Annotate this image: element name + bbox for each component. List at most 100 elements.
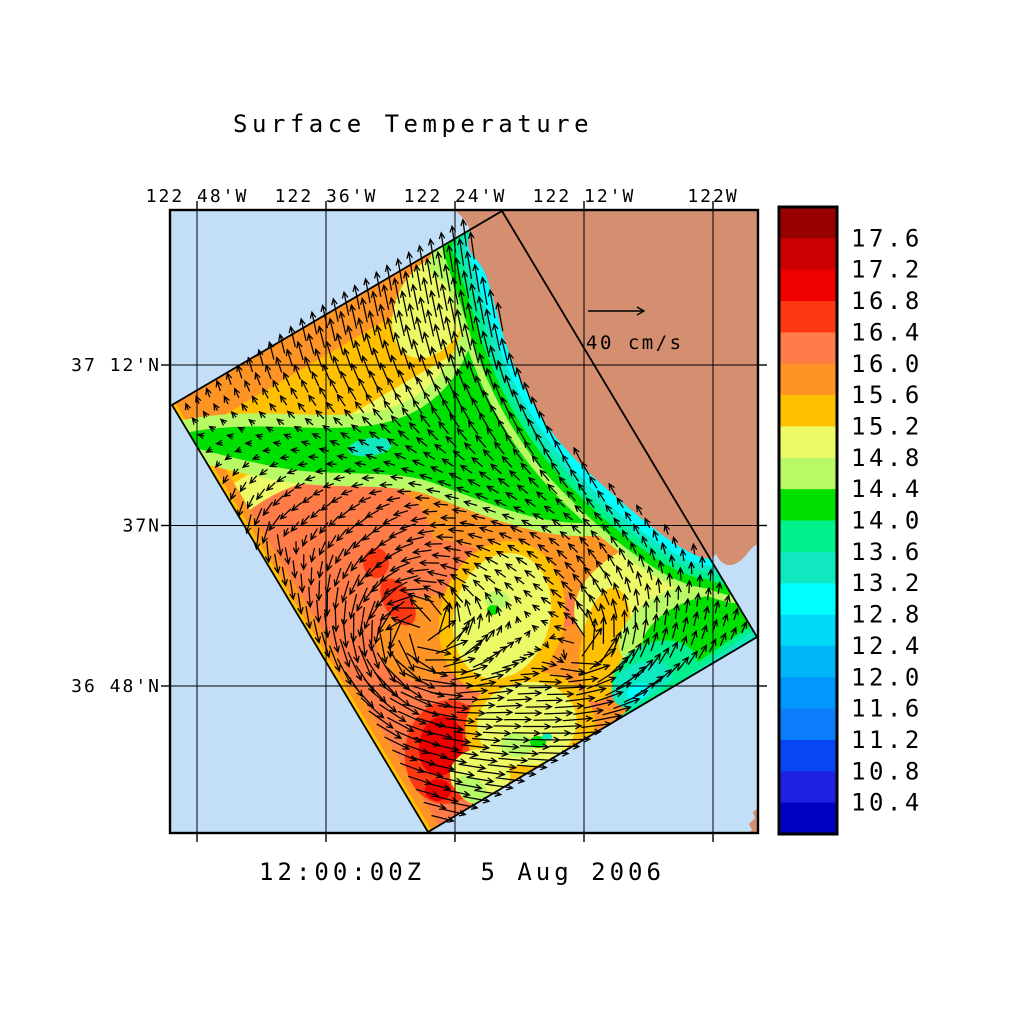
current-vector-arrow	[467, 702, 496, 709]
current-vector-arrow	[440, 682, 474, 689]
current-vector-arrow	[265, 426, 274, 433]
current-vector-arrow	[528, 531, 541, 540]
current-vector-arrow	[311, 433, 322, 440]
current-vector-arrow	[642, 617, 649, 638]
colorbar-tick-label: 17.6	[851, 224, 923, 252]
current-vector-arrow	[301, 534, 308, 548]
current-vector-arrow	[257, 348, 264, 366]
current-vector-arrow	[232, 468, 240, 477]
current-vector-arrow	[552, 655, 565, 664]
current-vector-arrow	[350, 481, 364, 489]
current-vector-arrow	[215, 439, 223, 447]
current-vector-arrow	[400, 466, 414, 474]
current-vector-arrow	[370, 290, 379, 317]
current-vector-arrow	[316, 560, 324, 579]
current-vector-arrow	[675, 584, 682, 600]
current-vector-arrow	[345, 522, 358, 535]
longitude-tick-label: 122W	[687, 186, 738, 207]
current-vector-arrow	[215, 379, 222, 392]
current-vector-arrow	[516, 425, 527, 442]
current-vector-arrow	[411, 338, 421, 363]
current-vector-arrow	[314, 599, 322, 624]
current-vector-arrow	[415, 788, 440, 798]
current-vector-arrow	[248, 418, 256, 426]
current-vector-arrow	[701, 624, 708, 640]
current-vector-arrow	[430, 345, 440, 370]
current-vector-arrow	[446, 244, 454, 273]
colorbar-cell	[779, 238, 837, 271]
current-vector-arrow	[463, 795, 491, 804]
current-vector-arrow	[540, 619, 549, 627]
current-vector-arrow	[349, 574, 361, 596]
current-vector-arrow	[661, 626, 669, 645]
current-vector-arrow	[722, 613, 729, 627]
current-vector-arrow	[343, 541, 355, 557]
current-vector-arrow	[411, 548, 432, 555]
current-vector-arrow	[293, 425, 303, 433]
reference-vector: 40 cm/s	[586, 306, 681, 354]
current-vector-arrow	[475, 434, 487, 448]
current-vector-arrow	[527, 476, 539, 488]
current-vector-arrow	[394, 542, 414, 551]
current-vector-arrow	[381, 283, 390, 310]
current-vector-arrow	[488, 344, 498, 371]
current-vector-arrow	[229, 488, 237, 501]
current-vector-arrow	[452, 802, 479, 811]
current-vector-arrow	[633, 587, 641, 606]
longitude-tick-label: 122 12'W	[533, 186, 636, 207]
current-vector-arrow	[467, 231, 475, 260]
current-vector-arrow	[527, 756, 559, 764]
current-vector-arrow	[504, 581, 514, 591]
current-vector-arrow	[645, 675, 665, 691]
current-vector-arrow	[325, 460, 337, 468]
current-vector-arrow	[543, 505, 555, 514]
current-vector-arrow	[310, 528, 318, 541]
current-vector-arrow	[474, 374, 485, 396]
current-vector-arrow	[319, 522, 329, 535]
current-vector-arrow	[434, 724, 465, 733]
current-vector-arrow	[304, 417, 314, 426]
current-vector-arrow	[298, 573, 306, 594]
current-vector-arrow	[323, 593, 331, 617]
current-vector-arrow	[382, 339, 392, 362]
current-vector-arrow	[488, 688, 514, 695]
current-vector-arrow	[320, 502, 332, 511]
current-vector-arrow	[650, 631, 659, 652]
current-vector-arrow	[559, 736, 592, 743]
current-vector-arrow	[437, 360, 448, 383]
current-vector-arrow	[671, 535, 679, 548]
colorbar-cell	[779, 614, 837, 647]
current-vector-arrow	[389, 562, 411, 572]
current-vector-arrow	[246, 494, 255, 510]
current-vector-arrow	[408, 704, 440, 717]
current-vector-arrow	[593, 511, 603, 522]
current-vector-arrow	[251, 453, 260, 461]
current-vector-arrow	[412, 577, 437, 585]
current-vector-arrow	[372, 407, 383, 421]
current-vector-arrow	[647, 652, 662, 671]
current-vector-arrow	[505, 600, 512, 611]
current-vector-arrow	[550, 461, 561, 475]
colorbar-cell	[779, 802, 837, 835]
current-vector-arrow	[493, 722, 523, 730]
current-vector-arrow	[191, 417, 199, 425]
current-vector-arrow	[447, 526, 464, 534]
current-vector-arrow	[574, 504, 584, 515]
current-vector-arrow	[641, 535, 648, 548]
current-vector-arrow	[443, 656, 476, 668]
current-vector-arrow	[535, 432, 545, 449]
current-vector-arrow	[539, 678, 563, 686]
current-vector-arrow	[622, 593, 629, 612]
current-vector-arrow	[307, 567, 315, 587]
current-vector-arrow	[324, 340, 333, 361]
current-vector-arrow	[493, 499, 507, 507]
current-vector-arrow	[513, 576, 525, 585]
current-vector-arrow	[449, 587, 464, 603]
current-vector-arrow	[677, 566, 684, 581]
current-vector-arrow	[329, 440, 340, 447]
current-vector-arrow	[437, 480, 451, 487]
current-vector-arrow	[474, 789, 503, 798]
current-vector-arrow	[459, 345, 469, 370]
current-vector-arrow	[517, 538, 531, 546]
current-vector-arrow	[607, 553, 616, 567]
